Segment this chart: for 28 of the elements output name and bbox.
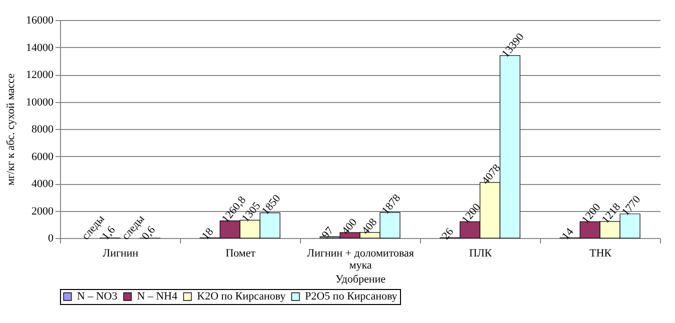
data-label: 97 xyxy=(320,224,336,242)
y-tick-label: 8000 xyxy=(32,124,54,136)
legend-label: K2O по Кирсанову xyxy=(197,290,286,303)
x-tick-label: Помет xyxy=(226,248,256,260)
legend-label: N – NO3 xyxy=(77,290,118,303)
x-axis-title: Удобрение xyxy=(336,274,386,286)
x-tick-label: Лигнин + доломитовая мука xyxy=(307,248,414,272)
x-tick-label: Лигнин xyxy=(102,248,138,260)
x-tick-label: ПЛК xyxy=(469,248,493,260)
y-tick-label: 4000 xyxy=(32,178,54,190)
y-tick-label: 16000 xyxy=(26,14,54,26)
legend-label: P2O5 по Кирсанову xyxy=(305,290,398,303)
data-label: 26 xyxy=(440,225,456,242)
y-tick-label: 2000 xyxy=(32,205,54,218)
data-label: 0,6 xyxy=(140,224,158,242)
data-label: 14 xyxy=(560,226,576,242)
y-axis-title: мг/кг к абс. сухой массе xyxy=(5,73,17,186)
y-tick-label: 0 xyxy=(48,232,54,244)
y-tick-label: 10000 xyxy=(26,96,54,108)
data-label: 1,6 xyxy=(100,224,118,242)
data-label: 408 xyxy=(360,216,380,237)
data-label: 400 xyxy=(340,216,360,237)
y-tick-label: 14000 xyxy=(26,42,54,54)
legend-label: N – NH4 xyxy=(137,290,178,303)
y-tick-label: 6000 xyxy=(32,150,54,163)
y-tick-label: 12000 xyxy=(26,69,54,81)
data-label: 18 xyxy=(200,226,216,242)
x-tick-label: ТНК xyxy=(590,248,612,260)
